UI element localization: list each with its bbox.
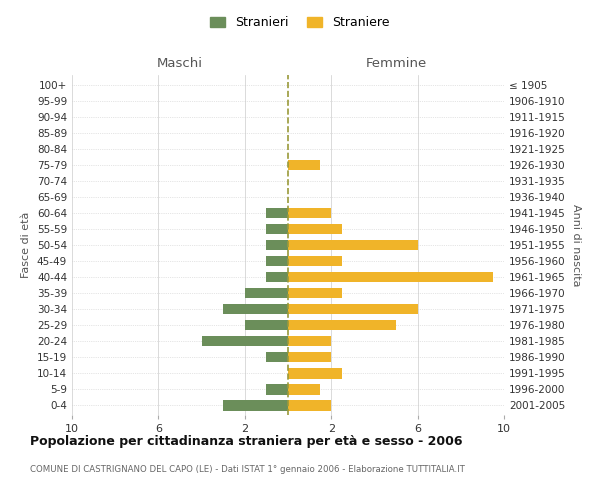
Legend: Stranieri, Straniere: Stranieri, Straniere — [205, 11, 395, 34]
Bar — [288, 240, 418, 250]
Text: Maschi: Maschi — [157, 57, 203, 70]
Bar — [266, 384, 288, 394]
Bar — [288, 320, 396, 330]
Text: Popolazione per cittadinanza straniera per età e sesso - 2006: Popolazione per cittadinanza straniera p… — [30, 435, 463, 448]
Bar — [202, 336, 288, 346]
Bar — [288, 304, 418, 314]
Bar — [223, 304, 288, 314]
Bar — [288, 288, 342, 298]
Bar — [266, 208, 288, 218]
Bar — [245, 320, 288, 330]
Bar — [223, 400, 288, 410]
Bar — [288, 400, 331, 410]
Bar — [288, 256, 342, 266]
Bar — [288, 336, 331, 346]
Bar — [288, 352, 331, 362]
Text: COMUNE DI CASTRIGNANO DEL CAPO (LE) - Dati ISTAT 1° gennaio 2006 - Elaborazione : COMUNE DI CASTRIGNANO DEL CAPO (LE) - Da… — [30, 465, 465, 474]
Text: Femmine: Femmine — [365, 57, 427, 70]
Bar — [266, 224, 288, 234]
Bar — [288, 208, 331, 218]
Bar — [288, 160, 320, 170]
Bar — [288, 224, 342, 234]
Bar — [266, 272, 288, 282]
Bar — [266, 256, 288, 266]
Bar — [245, 288, 288, 298]
Bar — [288, 384, 320, 394]
Bar — [288, 272, 493, 282]
Bar — [288, 368, 342, 378]
Y-axis label: Anni di nascita: Anni di nascita — [571, 204, 581, 286]
Y-axis label: Fasce di età: Fasce di età — [22, 212, 31, 278]
Bar — [266, 352, 288, 362]
Bar — [266, 240, 288, 250]
